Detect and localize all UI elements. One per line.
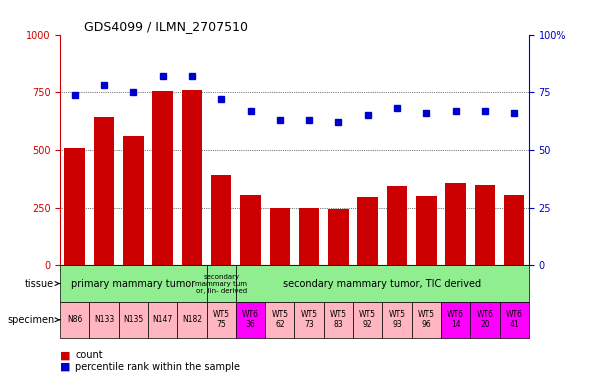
Text: WT5
62: WT5 62 <box>271 310 288 329</box>
Text: ■: ■ <box>60 362 70 372</box>
Bar <box>324 302 353 338</box>
Text: WT5
75: WT5 75 <box>213 310 230 329</box>
Bar <box>470 302 499 338</box>
Text: ■: ■ <box>60 350 70 360</box>
Text: WT5
93: WT5 93 <box>388 310 406 329</box>
Bar <box>236 302 265 338</box>
Text: N135: N135 <box>123 315 144 324</box>
Bar <box>299 209 319 265</box>
Text: primary mammary tumor: primary mammary tumor <box>72 278 195 288</box>
Bar <box>499 302 529 338</box>
Text: WT5
92: WT5 92 <box>359 310 376 329</box>
Bar <box>294 302 324 338</box>
Bar <box>358 197 378 265</box>
Bar <box>412 302 441 338</box>
Text: WT5
96: WT5 96 <box>418 310 435 329</box>
Bar <box>240 195 261 265</box>
Text: WT6
41: WT6 41 <box>505 310 523 329</box>
Bar <box>353 302 382 338</box>
Text: N86: N86 <box>67 315 82 324</box>
Bar <box>504 195 525 265</box>
Text: count: count <box>75 350 103 360</box>
Bar <box>182 90 202 265</box>
Text: tissue: tissue <box>25 278 60 288</box>
Bar <box>328 209 349 265</box>
Text: WT6
20: WT6 20 <box>477 310 493 329</box>
Bar <box>64 148 85 265</box>
Bar <box>475 185 495 265</box>
Bar <box>445 184 466 265</box>
Bar <box>118 302 148 338</box>
Text: N147: N147 <box>153 315 172 324</box>
Text: GDS4099 / ILMN_2707510: GDS4099 / ILMN_2707510 <box>84 20 248 33</box>
Bar <box>270 208 290 265</box>
Bar <box>207 302 236 338</box>
Text: WT6
36: WT6 36 <box>242 310 259 329</box>
Text: WT6
14: WT6 14 <box>447 310 464 329</box>
Text: percentile rank within the sample: percentile rank within the sample <box>75 362 240 372</box>
Text: N133: N133 <box>94 315 114 324</box>
Text: WT5
73: WT5 73 <box>300 310 318 329</box>
Bar <box>153 91 173 265</box>
Bar <box>123 136 144 265</box>
Bar <box>94 116 114 265</box>
Text: N182: N182 <box>182 315 202 324</box>
Text: specimen: specimen <box>7 315 60 325</box>
Bar <box>211 175 231 265</box>
Bar <box>441 302 470 338</box>
Text: secondary
mammary tum
or, lin- derived: secondary mammary tum or, lin- derived <box>195 273 247 293</box>
Bar <box>60 302 90 338</box>
Text: secondary mammary tumor, TIC derived: secondary mammary tumor, TIC derived <box>283 278 481 288</box>
Bar <box>236 265 529 302</box>
Bar <box>177 302 207 338</box>
Bar <box>60 265 207 302</box>
Bar <box>265 302 294 338</box>
Bar <box>416 196 436 265</box>
Text: WT5
83: WT5 83 <box>330 310 347 329</box>
Bar <box>90 302 119 338</box>
Bar <box>387 186 407 265</box>
Bar <box>207 265 236 302</box>
Bar <box>148 302 177 338</box>
Bar <box>382 302 412 338</box>
